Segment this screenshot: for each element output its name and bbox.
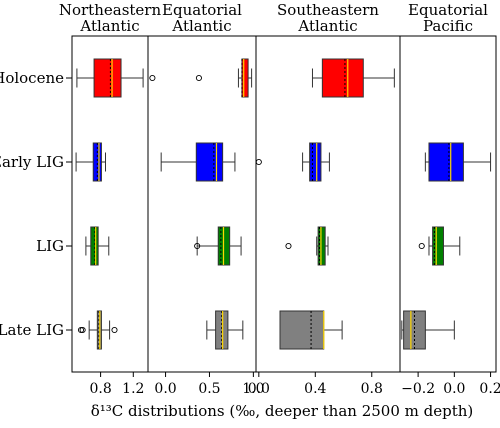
panel-title: Southeastern xyxy=(277,1,379,19)
x-tick-label: 0.2 xyxy=(479,381,500,397)
box-holocene xyxy=(76,58,144,98)
box-iqr xyxy=(241,58,249,98)
outlier-point xyxy=(77,326,85,334)
outlier-point xyxy=(111,326,118,334)
box-late-lig xyxy=(279,310,343,350)
x-tick-label: −0.2 xyxy=(401,381,435,397)
panel-frame xyxy=(399,35,497,373)
y-tick-label: LIG xyxy=(36,237,64,255)
x-tick-label: 0.5 xyxy=(198,381,220,397)
box-iqr xyxy=(432,226,444,266)
box-early-lig xyxy=(255,142,330,182)
panel-title: Pacific xyxy=(423,17,473,35)
box-lig xyxy=(418,226,461,266)
box-late-lig xyxy=(401,310,455,350)
x-tick-label: 0.0 xyxy=(154,381,176,397)
x-tick-label: 0.0 xyxy=(248,381,270,397)
y-tick-label: Holocene xyxy=(0,69,64,87)
outlier-point xyxy=(418,242,425,250)
box-lig xyxy=(85,226,110,266)
box-iqr xyxy=(93,58,122,98)
box-iqr xyxy=(195,142,224,182)
x-tick-label: 0.8 xyxy=(361,381,383,397)
box-lig xyxy=(194,226,242,266)
outlier-point xyxy=(79,326,86,334)
panel-title: Atlantic xyxy=(297,17,357,35)
box-late-lig xyxy=(77,310,118,350)
box-iqr xyxy=(321,58,364,98)
x-tick-label: 0.0 xyxy=(443,381,465,397)
outlier-point xyxy=(195,74,202,82)
box-iqr xyxy=(428,142,464,182)
outlier-point xyxy=(255,158,262,166)
x-tick-label: 0.4 xyxy=(304,381,326,397)
x-tick-label: 1.0 xyxy=(242,381,264,397)
panel-title: Atlantic xyxy=(171,17,231,35)
outlier-point xyxy=(285,242,292,250)
outlier-point xyxy=(194,242,201,250)
y-tick-label: Late LIG xyxy=(0,321,64,339)
box-early-lig xyxy=(160,142,236,182)
box-iqr xyxy=(317,226,326,266)
panel-frame xyxy=(147,35,257,373)
panel-title: Northeastern xyxy=(59,1,162,19)
box-early-lig xyxy=(424,142,492,182)
x-axis-label: δ¹³C distributions (‰, deeper than 2500 … xyxy=(91,402,474,420)
box-late-lig xyxy=(206,310,244,350)
panel-title: Equatorial xyxy=(162,1,242,19)
y-tick-label: Early LIG xyxy=(0,153,64,171)
x-tick-label: 1.2 xyxy=(122,381,144,397)
box-holocene xyxy=(149,58,253,98)
box-holocene xyxy=(311,58,395,98)
box-lig xyxy=(285,226,329,266)
box-iqr xyxy=(309,142,322,182)
y-tick-labels: Holocene Early LIG LIG Late LIG xyxy=(0,69,72,339)
outlier-point xyxy=(149,74,156,82)
box-early-lig xyxy=(75,142,107,182)
panel-title: Atlantic xyxy=(79,17,139,35)
panel-title: Equatorial xyxy=(408,1,488,19)
box-iqr xyxy=(279,310,325,350)
x-tick-label: 0.8 xyxy=(89,381,111,397)
